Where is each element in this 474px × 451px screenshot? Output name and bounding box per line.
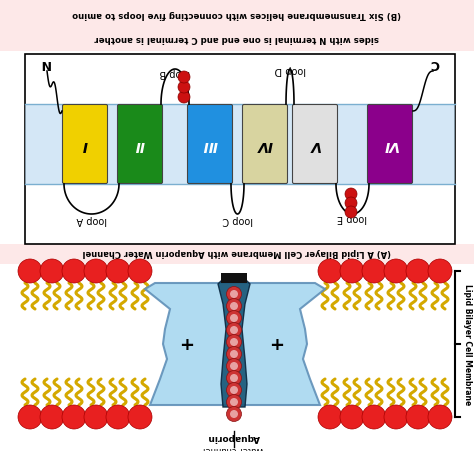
Circle shape (318, 259, 342, 283)
Bar (221, 273, 247, 283)
Circle shape (128, 259, 152, 283)
Circle shape (227, 395, 241, 410)
Circle shape (230, 410, 238, 418)
Circle shape (230, 338, 238, 346)
Circle shape (227, 311, 241, 326)
Circle shape (106, 259, 130, 283)
Circle shape (406, 405, 430, 429)
Text: V: V (310, 138, 320, 152)
Text: Aquaporin: Aquaporin (208, 433, 260, 442)
Circle shape (230, 362, 238, 370)
Circle shape (230, 290, 238, 299)
Text: +: + (267, 332, 283, 350)
Circle shape (384, 259, 408, 283)
Text: Water channel: Water channel (203, 445, 264, 451)
Circle shape (227, 335, 241, 350)
Text: VI: VI (382, 138, 398, 152)
Bar (25, 55, 455, 244)
Circle shape (230, 302, 238, 310)
FancyBboxPatch shape (243, 105, 288, 184)
Text: IV: IV (257, 138, 273, 152)
Circle shape (428, 259, 452, 283)
FancyBboxPatch shape (63, 105, 108, 184)
Circle shape (230, 326, 238, 334)
Circle shape (406, 259, 430, 283)
Circle shape (230, 398, 238, 406)
Circle shape (62, 405, 86, 429)
Circle shape (227, 359, 241, 374)
Circle shape (230, 350, 238, 358)
Circle shape (227, 371, 241, 386)
Circle shape (345, 198, 357, 210)
Text: loop E: loop E (337, 212, 367, 222)
Text: loop A: loop A (76, 215, 107, 225)
Circle shape (62, 259, 86, 283)
Polygon shape (145, 283, 325, 405)
Circle shape (345, 189, 357, 201)
Text: +: + (177, 332, 192, 350)
Circle shape (345, 207, 357, 219)
Bar (0, 0, 474, 52)
Text: Lipid Bilayer Cell Membrane: Lipid Bilayer Cell Membrane (464, 284, 473, 405)
Circle shape (340, 259, 364, 283)
Circle shape (230, 314, 238, 322)
Circle shape (84, 259, 108, 283)
Circle shape (40, 259, 64, 283)
Text: (B) Six Transmembrane helices with connecting five loops to amino: (B) Six Transmembrane helices with conne… (73, 10, 401, 19)
Circle shape (318, 405, 342, 429)
Bar (0, 244, 474, 264)
Circle shape (362, 405, 386, 429)
Text: (A) A Lipid Bilayer Cell Membrane with Aquaporin Water Channel: (A) A Lipid Bilayer Cell Membrane with A… (83, 247, 391, 256)
Circle shape (18, 259, 42, 283)
Circle shape (178, 92, 190, 104)
Circle shape (227, 287, 241, 302)
Text: I: I (82, 138, 88, 152)
Circle shape (18, 405, 42, 429)
Bar (25, 105, 455, 184)
FancyBboxPatch shape (367, 105, 412, 184)
Text: loop B: loop B (160, 68, 191, 78)
Circle shape (384, 405, 408, 429)
Circle shape (362, 259, 386, 283)
Circle shape (340, 405, 364, 429)
Circle shape (230, 374, 238, 382)
FancyBboxPatch shape (118, 105, 163, 184)
Circle shape (428, 405, 452, 429)
FancyBboxPatch shape (292, 105, 337, 184)
FancyBboxPatch shape (188, 105, 233, 184)
Circle shape (106, 405, 130, 429)
Circle shape (178, 82, 190, 94)
Text: loop D: loop D (274, 65, 306, 75)
Circle shape (128, 405, 152, 429)
Text: II: II (135, 138, 145, 152)
Circle shape (227, 323, 241, 338)
Circle shape (227, 347, 241, 362)
Circle shape (227, 407, 241, 422)
Text: C: C (430, 57, 439, 70)
Text: N: N (40, 57, 50, 70)
Text: III: III (202, 138, 218, 152)
Circle shape (84, 405, 108, 429)
Circle shape (227, 382, 241, 398)
Circle shape (40, 405, 64, 429)
Circle shape (178, 72, 190, 84)
Circle shape (230, 386, 238, 394)
Circle shape (227, 299, 241, 314)
Polygon shape (218, 281, 250, 407)
Text: sides with N terminal is one end and C terminal is another: sides with N terminal is one end and C t… (95, 33, 379, 42)
Text: loop C: loop C (222, 215, 253, 225)
